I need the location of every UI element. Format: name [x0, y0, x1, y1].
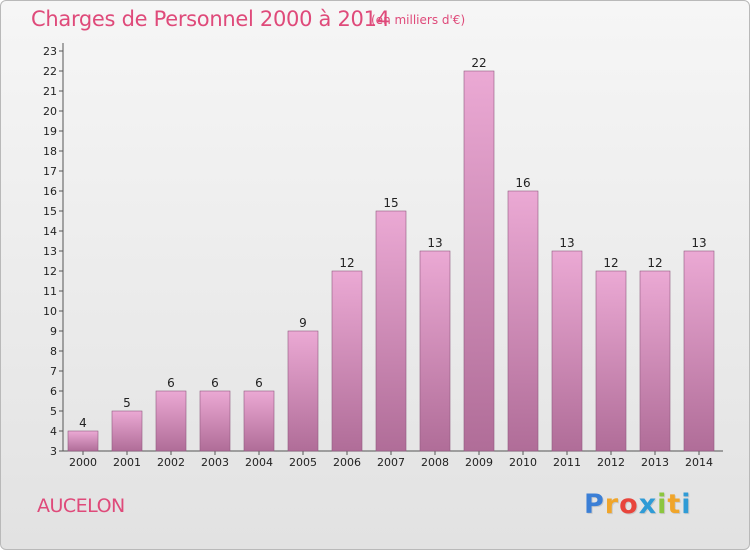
y-tick-label: 20 [43, 105, 57, 118]
bar-2014 [683, 250, 715, 452]
bar-2010 [507, 190, 539, 452]
data-label-2008: 13 [427, 236, 442, 250]
y-tick-label: 19 [43, 125, 57, 138]
y-tick-label: 21 [43, 85, 57, 98]
y-tick-label: 13 [43, 245, 57, 258]
bar-2000 [67, 430, 99, 452]
data-label-2009: 22 [471, 56, 486, 70]
bar-2007 [375, 210, 407, 452]
logo-letter: r [604, 489, 620, 520]
x-tick-label-2010: 2010 [509, 456, 537, 469]
x-tick-label-2011: 2011 [553, 456, 581, 469]
y-tick-label: 18 [43, 145, 57, 158]
y-tick-label: 8 [50, 345, 57, 358]
bar-2011 [551, 250, 583, 452]
x-tick-label-2007: 2007 [377, 456, 405, 469]
bar-2004 [243, 390, 275, 452]
data-label-2005: 9 [299, 316, 307, 330]
proxiti-logo[interactable]: Proxiti [584, 489, 692, 520]
x-tick-label-2013: 2013 [641, 456, 669, 469]
y-tick-label: 22 [43, 65, 57, 78]
data-label-2002: 6 [167, 376, 175, 390]
bar-2009 [463, 70, 495, 452]
logo-letter: x [638, 489, 658, 520]
data-label-2010: 16 [515, 176, 530, 190]
data-label-2004: 6 [255, 376, 263, 390]
x-tick-label-2009: 2009 [465, 456, 493, 469]
y-tick-label: 5 [50, 405, 57, 418]
x-tick-label-2003: 2003 [201, 456, 229, 469]
data-label-2007: 15 [383, 196, 398, 210]
y-axis-tick-labels: 3 4 5 6 7 8 9 10 11 12 13 14 15 16 17 18 19 20 21 22 23 [43, 45, 57, 458]
y-tick-label: 3 [50, 445, 57, 458]
x-tick-label-2008: 2008 [421, 456, 449, 469]
bar-2012 [595, 270, 627, 452]
y-tick-label: 23 [43, 45, 57, 58]
x-tick-label-2005: 2005 [289, 456, 317, 469]
y-tick-label: 15 [43, 205, 57, 218]
bar-2001 [111, 410, 143, 452]
data-labels: 4 5 6 6 6 9 12 15 13 22 16 13 12 12 13 [79, 56, 706, 430]
bars [67, 70, 715, 452]
x-axis-tick-labels: 2000 2001 2002 2003 2004 2005 2006 2007 2008 2009… [69, 456, 713, 469]
y-tick-label: 4 [50, 425, 57, 438]
chart-subtitle: (en milliers d'€) [371, 13, 466, 27]
data-label-2012: 12 [603, 256, 618, 270]
data-label-2003: 6 [211, 376, 219, 390]
logo-letter: t [667, 489, 682, 520]
x-tick-label-2014: 2014 [685, 456, 713, 469]
bar-2006 [331, 270, 363, 452]
bar-2008 [419, 250, 451, 452]
data-label-2013: 12 [647, 256, 662, 270]
y-tick-label: 9 [50, 325, 57, 338]
x-tick-label-2002: 2002 [157, 456, 185, 469]
x-tick-label-2000: 2000 [69, 456, 97, 469]
y-tick-label: 10 [43, 305, 57, 318]
x-tick-label-2001: 2001 [113, 456, 141, 469]
y-tick-label: 7 [50, 365, 57, 378]
y-tick-label: 14 [43, 225, 57, 238]
logo-letter: i [657, 489, 668, 520]
x-tick-label-2012: 2012 [597, 456, 625, 469]
data-label-2001: 5 [123, 396, 131, 410]
y-tick-label: 17 [43, 165, 57, 178]
y-tick-label: 12 [43, 265, 57, 278]
y-tick-label: 11 [43, 285, 57, 298]
y-tick-label: 16 [43, 185, 57, 198]
x-tick-label-2004: 2004 [245, 456, 273, 469]
data-label-2011: 13 [559, 236, 574, 250]
bar-2002 [155, 390, 187, 452]
logo-letter: i [681, 489, 692, 520]
commune-name: AUCELON [37, 495, 125, 517]
logo-letter: P [584, 489, 605, 520]
x-tick-label-2006: 2006 [333, 456, 361, 469]
logo-letter: o [619, 489, 639, 520]
data-label-2014: 13 [691, 236, 706, 250]
data-label-2000: 4 [79, 416, 87, 430]
data-label-2006: 12 [339, 256, 354, 270]
bar-2005 [287, 330, 319, 452]
bar-2013 [639, 270, 671, 452]
chart-title: Charges de Personnel 2000 à 2014 [31, 7, 390, 31]
bar-2003 [199, 390, 231, 452]
y-tick-label: 6 [50, 385, 57, 398]
